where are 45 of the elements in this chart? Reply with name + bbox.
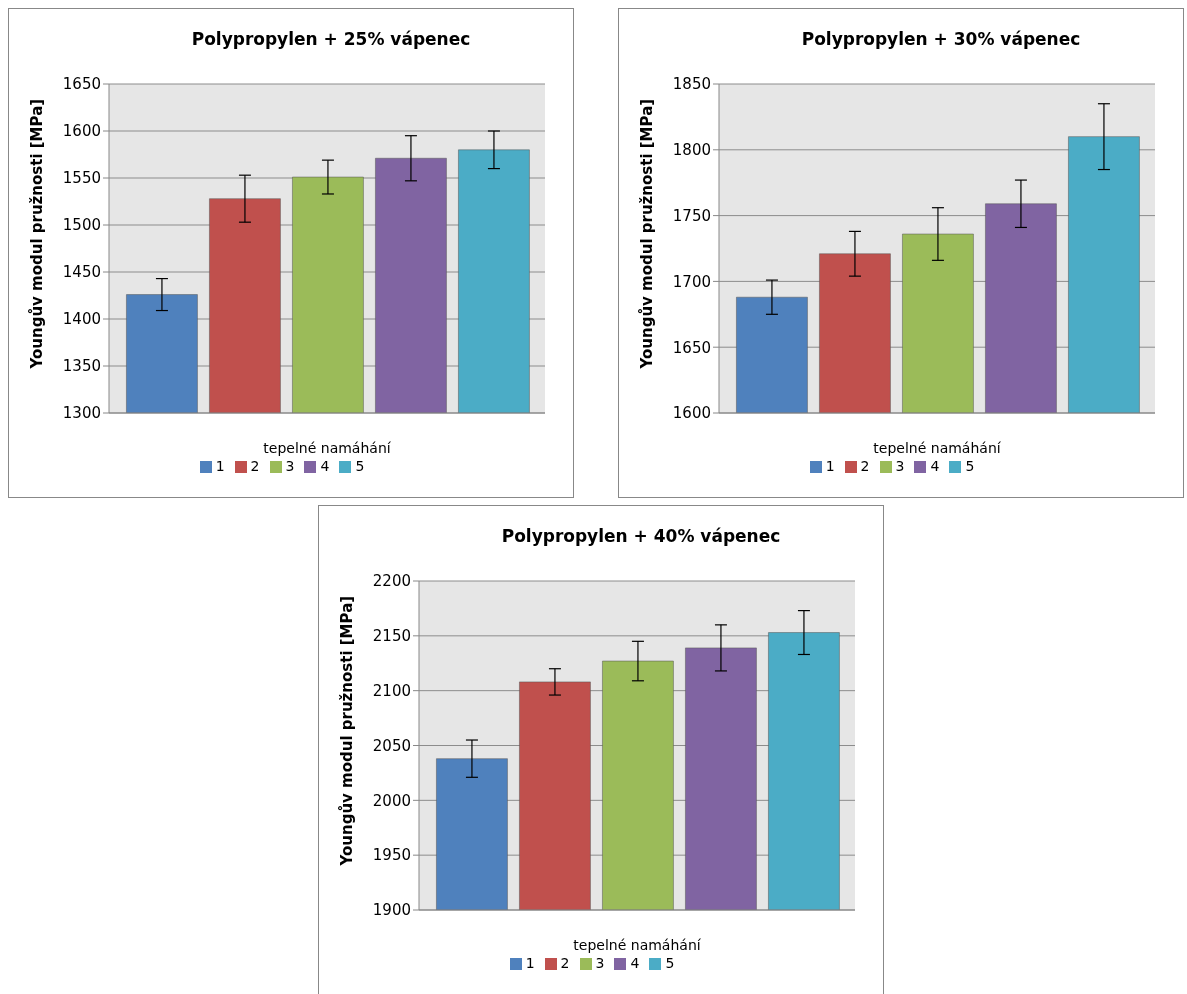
legend-label: 3: [285, 458, 295, 474]
legend-label: 4: [630, 955, 640, 971]
x-axis-title: tepelné namáhání: [873, 440, 1002, 456]
y-tick-label: 2200: [372, 572, 411, 591]
y-tick-label: 1350: [62, 357, 101, 376]
y-axis-title: Youngův modul pružnosti [MPa]: [338, 595, 357, 867]
y-tick-label: 2100: [372, 681, 411, 700]
legend-label: 2: [860, 458, 870, 474]
y-tick-label: 1600: [62, 122, 101, 141]
x-axis-title: tepelné namáhání: [573, 937, 702, 953]
y-tick-label: 1950: [372, 846, 411, 865]
y-tick-label: 2150: [372, 627, 411, 646]
legend-label: 4: [930, 458, 940, 474]
y-tick-label: 1650: [672, 338, 711, 357]
legend-label: 3: [595, 955, 605, 971]
legend-label: 1: [525, 955, 535, 971]
legend-label: 5: [665, 955, 675, 971]
y-tick-label: 1900: [372, 901, 411, 920]
y-tick-label: 2050: [372, 736, 411, 755]
y-axis-title: Youngův modul pružnosti [MPa]: [28, 98, 47, 370]
y-tick-label: 1700: [672, 272, 711, 291]
legend-label: 3: [895, 458, 905, 474]
legend-label: 2: [250, 458, 260, 474]
legend-label: 1: [825, 458, 835, 474]
chart-title: Polypropylen + 40% vápenec: [500, 526, 782, 546]
y-tick-label: 1750: [672, 206, 711, 225]
y-tick-label: 1850: [672, 75, 711, 94]
y-axis-title: Youngův modul pružnosti [MPa]: [638, 98, 657, 370]
y-tick-label: 1300: [62, 404, 101, 423]
legend-label: 2: [560, 955, 570, 971]
y-tick-label: 1500: [62, 216, 101, 235]
y-tick-label: 1650: [62, 75, 101, 94]
y-tick-label: 1450: [62, 263, 101, 282]
legend-label: 1: [215, 458, 225, 474]
legend-label: 5: [965, 458, 975, 474]
chart-title: Polypropylen + 30% vápenec: [800, 29, 1082, 49]
y-tick-label: 1550: [62, 169, 101, 188]
y-tick-label: 1600: [672, 404, 711, 423]
legend-label: 4: [320, 458, 330, 474]
x-axis-title: tepelné namáhání: [263, 440, 392, 456]
y-tick-label: 2000: [372, 791, 411, 810]
y-tick-label: 1400: [62, 310, 101, 329]
y-tick-label: 1800: [672, 141, 711, 160]
chart-title: Polypropylen + 25% vápenec: [190, 29, 472, 49]
legend-label: 5: [355, 458, 365, 474]
